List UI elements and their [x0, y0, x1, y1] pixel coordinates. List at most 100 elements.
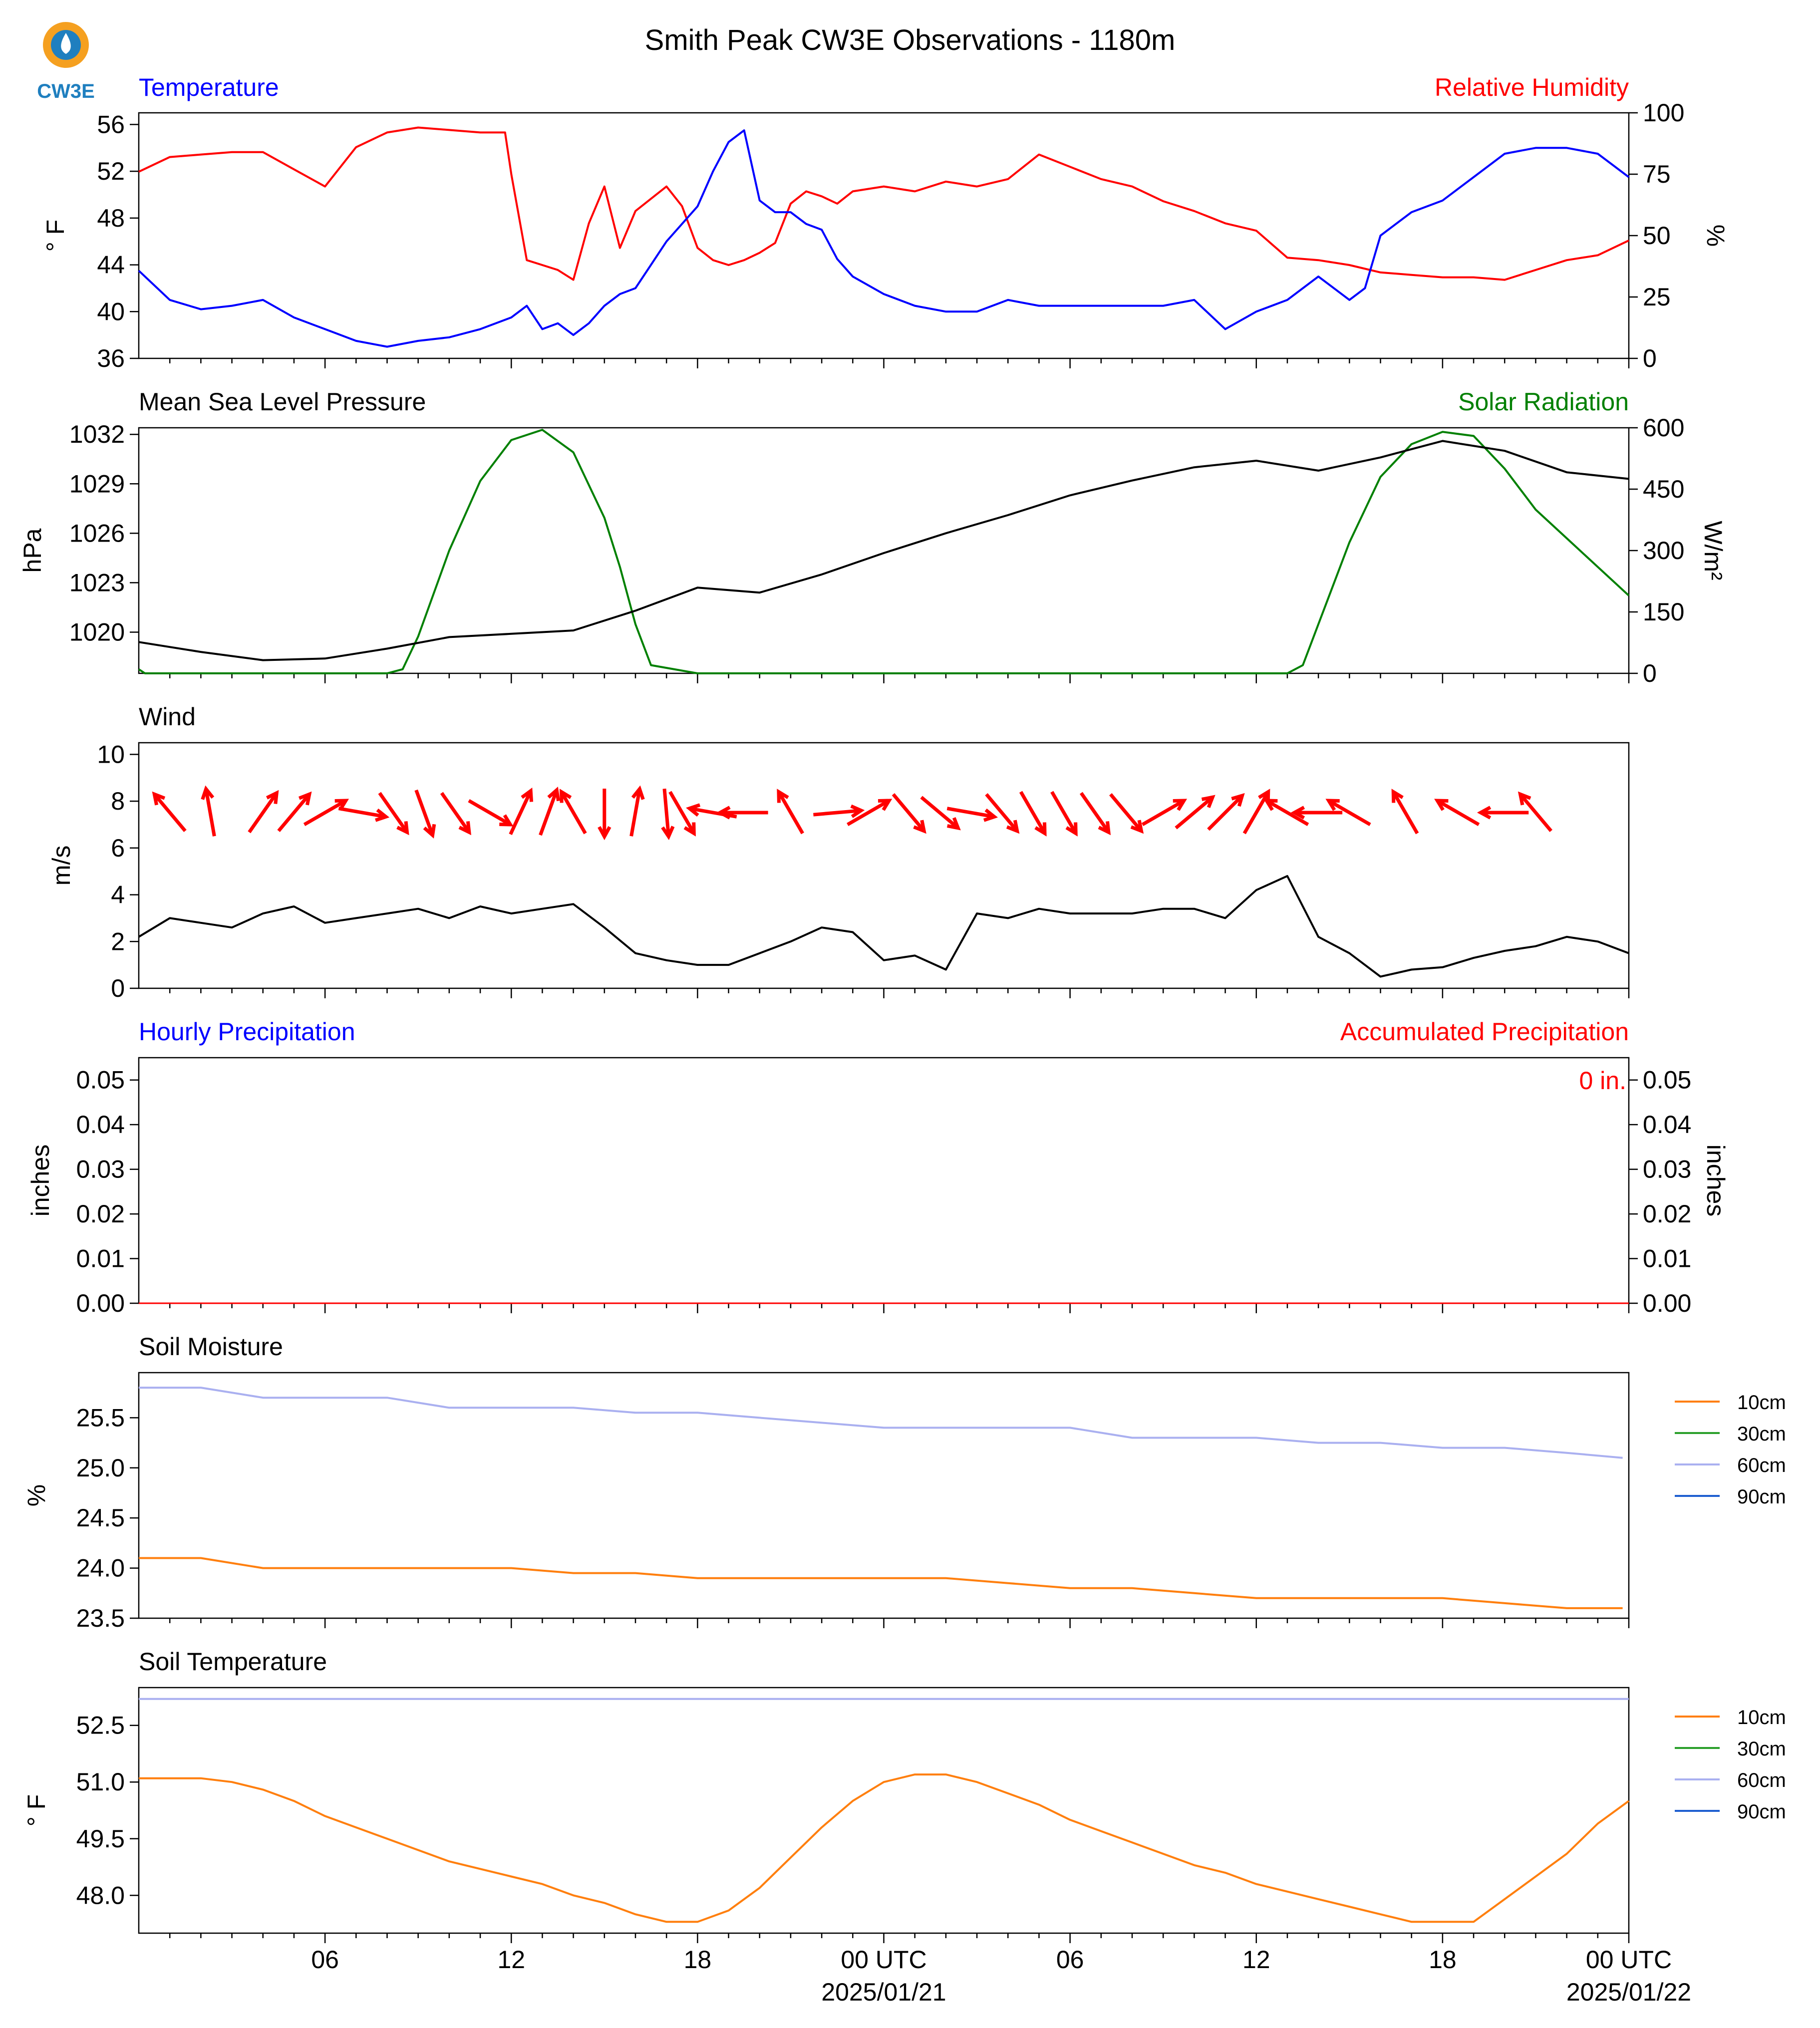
panel-left-label: Soil Temperature	[139, 1648, 327, 1676]
wind-arrow-head	[983, 808, 998, 822]
x-tick-label: 00 UTC	[841, 1946, 926, 1974]
wind-arrow	[440, 792, 471, 834]
wind-arrow-head	[559, 789, 572, 803]
y-tick-label-left: 49.5	[76, 1825, 125, 1853]
series-wind-speed	[138, 875, 1629, 978]
y-tick-label-left: 8	[111, 787, 125, 815]
legend-label-10cm: 10cm	[1737, 1392, 1786, 1414]
wind-arrow	[777, 791, 804, 835]
wind-arrow-head	[458, 821, 472, 836]
y-tick-label-left: 25.0	[76, 1454, 125, 1482]
wind-arrow	[303, 799, 347, 827]
wind-arrow-head	[1290, 806, 1305, 820]
panel-right-label: Accumulated Precipitation	[1340, 1018, 1629, 1046]
y-tick-label-left: 1029	[69, 470, 125, 498]
wind-arrow-head	[499, 814, 514, 827]
wind-arrow-head	[716, 806, 731, 820]
wind-arrow	[920, 796, 959, 830]
chart-title: Smith Peak CW3E Observations - 1180m	[645, 24, 1176, 56]
panel-pressure-solar: Mean Sea Level Pressure Solar Radiation …	[18, 388, 1727, 674]
wind-arrow-head	[1263, 799, 1278, 811]
wind-arrow-head	[686, 803, 701, 817]
panel-left-label: Soil Moisture	[139, 1333, 283, 1361]
wind-arrow-head	[850, 804, 865, 818]
wind-arrow	[1265, 799, 1309, 827]
wind-arrow	[1242, 791, 1270, 835]
wind-arrow	[414, 789, 434, 836]
wind-arrow	[204, 789, 216, 837]
y-axis-label-left: ° F	[22, 1794, 50, 1826]
y-tick-label-right: 0.00	[1643, 1289, 1691, 1317]
legend-label-30cm: 30cm	[1737, 1423, 1786, 1445]
wind-arrow	[1079, 792, 1110, 834]
y-axis-label-left: inches	[26, 1145, 54, 1217]
y-axis-label-left: hPa	[18, 528, 46, 573]
y-tick-label-left: 24.5	[76, 1504, 125, 1532]
series-60cm-4	[139, 1387, 1623, 1459]
wind-arrow-head	[334, 799, 349, 811]
wind-arrow	[1050, 791, 1078, 835]
panel-precipitation: Hourly Precipitation Accumulated Precipi…	[26, 1018, 1730, 1304]
x-date-label: 2025/01/21	[821, 1978, 946, 2006]
series-temperature	[138, 129, 1630, 348]
y-tick-label-left: 6	[111, 834, 125, 862]
wind-arrow	[378, 792, 409, 834]
wind-arrow	[1436, 799, 1480, 827]
y-tick-label-left: 10	[97, 740, 125, 768]
y-axis-label-left: m/s	[47, 846, 75, 886]
wind-arrow-head	[631, 785, 645, 800]
y-tick-label-left: 51.0	[76, 1768, 125, 1796]
y-tick-label-right: 25	[1643, 283, 1671, 311]
wind-arrow-head	[1065, 822, 1078, 837]
y-tick-label-left: 0.05	[76, 1066, 125, 1094]
plot-frame	[138, 742, 1630, 989]
panel-right-label: Solar Radiation	[1458, 388, 1629, 416]
y-axis-label-right: W/m²	[1699, 521, 1727, 580]
wind-arrow-head	[777, 789, 789, 803]
wind-arrow-head	[1130, 820, 1144, 834]
y-axis-label-left: %	[22, 1484, 50, 1506]
panel-wind: Wind m/s	[47, 703, 1630, 989]
y-tick-label-left: 24.0	[76, 1554, 125, 1582]
wind-arrow	[662, 788, 670, 837]
y-tick-label-left: 52.5	[76, 1712, 125, 1739]
wind-arrow	[892, 793, 925, 833]
wind-arrow-head	[1231, 793, 1245, 807]
panel-left-label: Hourly Precipitation	[139, 1018, 355, 1046]
wind-arrow	[1141, 799, 1185, 827]
y-tick-label-left: 25.5	[76, 1404, 125, 1432]
y-tick-label-right: 450	[1643, 475, 1684, 503]
y-tick-label-left: 0.03	[76, 1156, 125, 1183]
y-tick-label-right: 0.02	[1643, 1200, 1691, 1228]
wind-arrow-head	[375, 808, 390, 822]
wind-arrow-head	[396, 821, 409, 836]
x-date-label: 2025/01/22	[1566, 1978, 1691, 2006]
wind-arrow-head	[878, 799, 893, 811]
wind-arrow-head	[521, 787, 534, 802]
y-tick-label-right: 0.04	[1643, 1111, 1691, 1139]
panel-left-label: Mean Sea Level Pressure	[139, 388, 426, 416]
y-tick-label-left: 2	[111, 927, 125, 955]
wind-arrow-head	[913, 820, 926, 834]
wind-arrow	[1518, 793, 1552, 833]
wind-arrow	[1327, 799, 1371, 827]
wind-arrow	[1392, 791, 1419, 835]
wind-arrow	[560, 791, 587, 835]
y-tick-label-left: 40	[97, 297, 125, 325]
y-axis-label-right: %	[1702, 225, 1730, 247]
cw3e-logo: CW3E	[37, 22, 95, 102]
legend-label-10cm: 10cm	[1737, 1707, 1786, 1729]
y-tick-label-left: 4	[111, 881, 125, 909]
legend-label-90cm: 90cm	[1737, 1801, 1786, 1823]
y-tick-label-right: 300	[1643, 537, 1684, 565]
wind-arrow-head	[1434, 799, 1449, 811]
y-tick-label-right: 75	[1643, 160, 1671, 188]
plot-frame	[138, 427, 1630, 674]
wind-arrow-head	[1517, 791, 1531, 806]
y-tick-label-right: 0.03	[1643, 1156, 1691, 1183]
wind-arrow-head	[201, 785, 215, 800]
series-10cm-5	[139, 1773, 1630, 1923]
series-pressure	[138, 440, 1629, 661]
wind-arrow-head	[423, 824, 436, 839]
